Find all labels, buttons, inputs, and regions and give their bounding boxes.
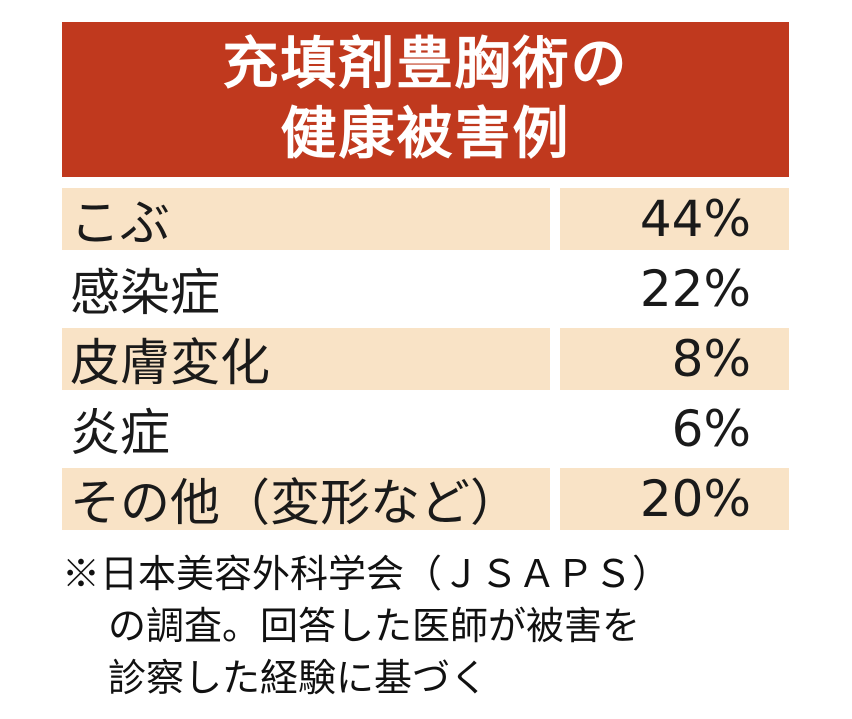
- table-row: 感染症 22%: [62, 254, 789, 324]
- table-row: その他（変形など） 20%: [62, 464, 789, 534]
- table-title: 充填剤豊胸術の 健康被害例: [62, 22, 789, 177]
- table-row: 皮膚変化 8%: [62, 324, 789, 394]
- row-value: 6%: [671, 400, 751, 458]
- table-row: 炎症 6%: [62, 394, 789, 464]
- table-row: こぶ 44%: [62, 184, 789, 254]
- row-value: 20%: [560, 468, 789, 530]
- row-label: その他（変形など）: [62, 468, 550, 532]
- note-line-3: 診察した経験に基づく: [108, 656, 489, 700]
- row-value: 44%: [560, 188, 789, 250]
- title-line-2: 健康被害例: [280, 101, 571, 167]
- row-label: 皮膚変化: [62, 328, 550, 392]
- row-label: 炎症: [70, 404, 170, 462]
- title-line-1: 充填剤豊胸術の: [222, 31, 629, 97]
- row-label: こぶ: [62, 188, 550, 252]
- data-table: こぶ 44% 感染症 22% 皮膚変化 8% 炎症 6% その他（変形など） 2…: [62, 184, 789, 534]
- note-line-1: ※日本美容外科学会（ＪＳＡＰＳ）: [62, 552, 671, 596]
- note-line-2: の調査。回答した医師が被害を: [108, 604, 641, 648]
- row-value: 8%: [560, 328, 789, 390]
- source-note: ※日本美容外科学会（ＪＳＡＰＳ） の調査。回答した医師が被害を 診察した経験に基…: [62, 548, 789, 704]
- row-value: 22%: [639, 260, 751, 318]
- row-label: 感染症: [70, 264, 220, 322]
